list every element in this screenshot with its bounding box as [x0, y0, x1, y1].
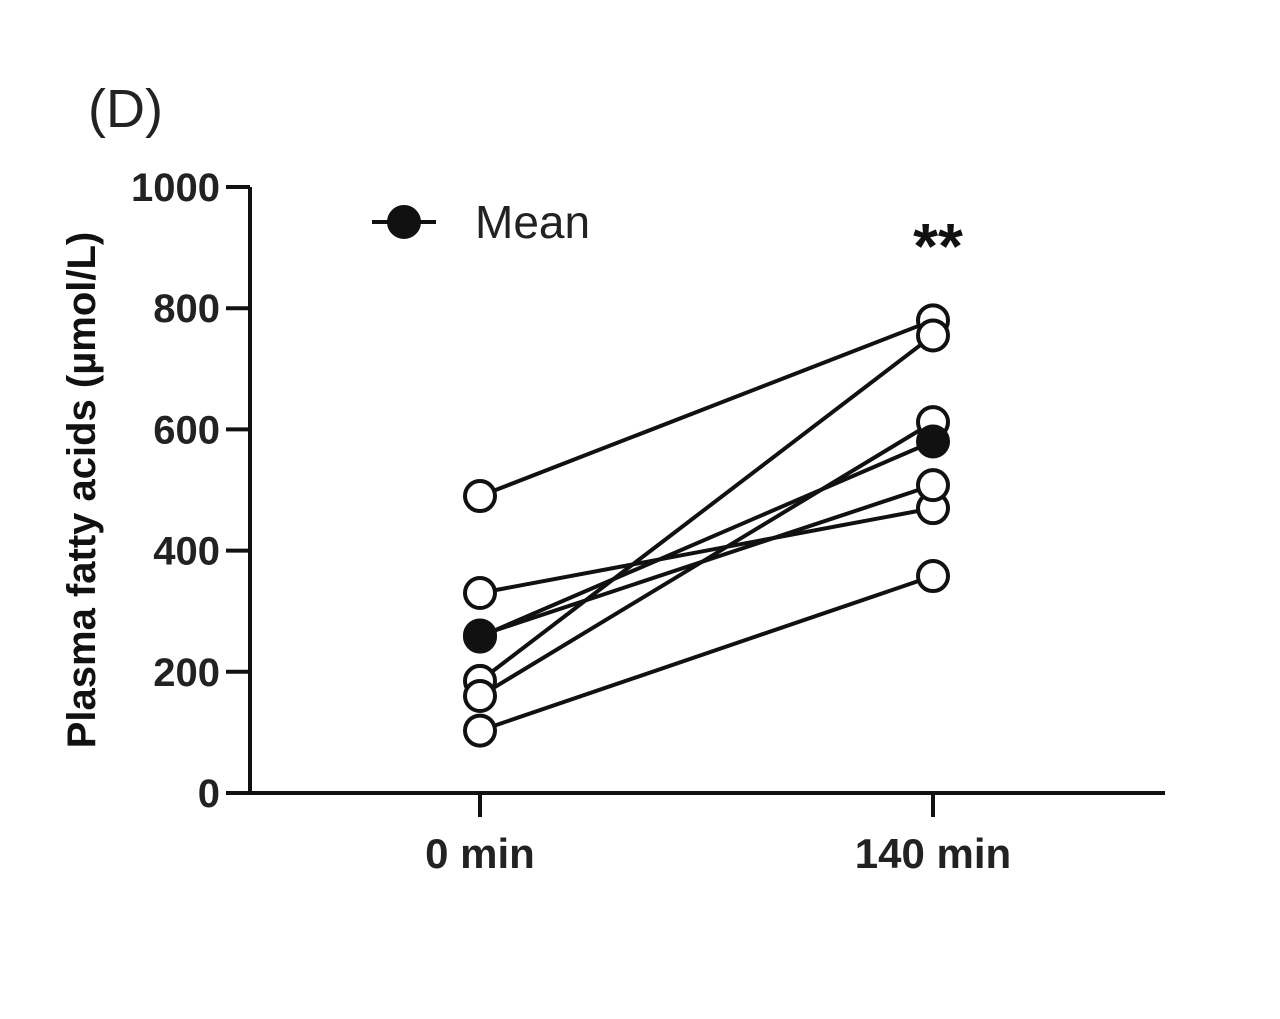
- legend-label-mean: Mean: [475, 196, 590, 248]
- mean-point: [463, 619, 497, 654]
- x-tick-label: 0 min: [425, 830, 535, 877]
- subject-point: [463, 713, 497, 748]
- axes: 0 200 400 600 800 1000 0 min 140 min: [131, 166, 1165, 877]
- subject-line: [479, 574, 934, 733]
- data-lines: [478, 318, 935, 733]
- panel-label: (D): [88, 79, 163, 139]
- legend-marker: [387, 205, 421, 239]
- y-axis-title: Plasma fatty acids (µmol/L): [60, 232, 104, 749]
- subject-line: [478, 333, 935, 683]
- y-tick-label: 200: [153, 651, 220, 695]
- subject-point: [463, 576, 497, 611]
- x-tick-label: 140 min: [855, 830, 1011, 877]
- subject-line: [479, 318, 934, 498]
- y-tick-label: 1000: [131, 166, 220, 210]
- subject-point: [463, 479, 497, 514]
- mean-point: [916, 424, 950, 459]
- subject-line: [479, 506, 934, 595]
- subject-point: [463, 679, 497, 714]
- legend: Mean: [372, 196, 590, 248]
- subject-point: [916, 318, 950, 353]
- subject-point: [916, 468, 950, 503]
- y-tick-label: 0: [198, 772, 220, 816]
- subject-point: [916, 559, 950, 594]
- y-tick-label: 600: [153, 408, 220, 452]
- y-tick-label: 800: [153, 287, 220, 331]
- subject-line: [479, 483, 934, 638]
- y-tick-label: 400: [153, 530, 220, 574]
- significance-annotation: **: [913, 210, 963, 282]
- mean-line: [479, 439, 934, 639]
- data-points: [463, 303, 950, 748]
